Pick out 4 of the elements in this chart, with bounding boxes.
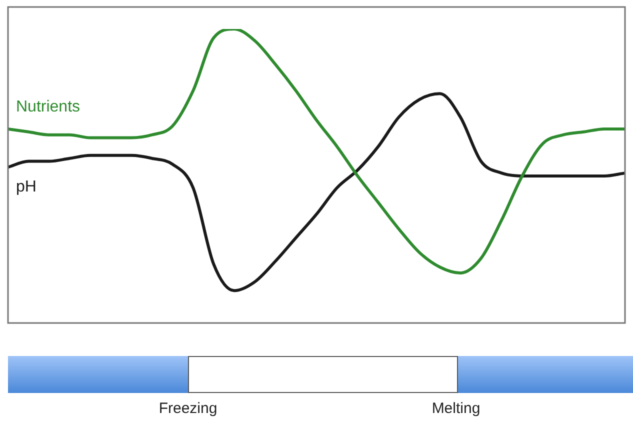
series-label: pH: [16, 178, 36, 196]
text: Melting: [430, 400, 482, 417]
text: Freezing: [158, 400, 218, 417]
series-label: Nutrients: [16, 98, 80, 116]
